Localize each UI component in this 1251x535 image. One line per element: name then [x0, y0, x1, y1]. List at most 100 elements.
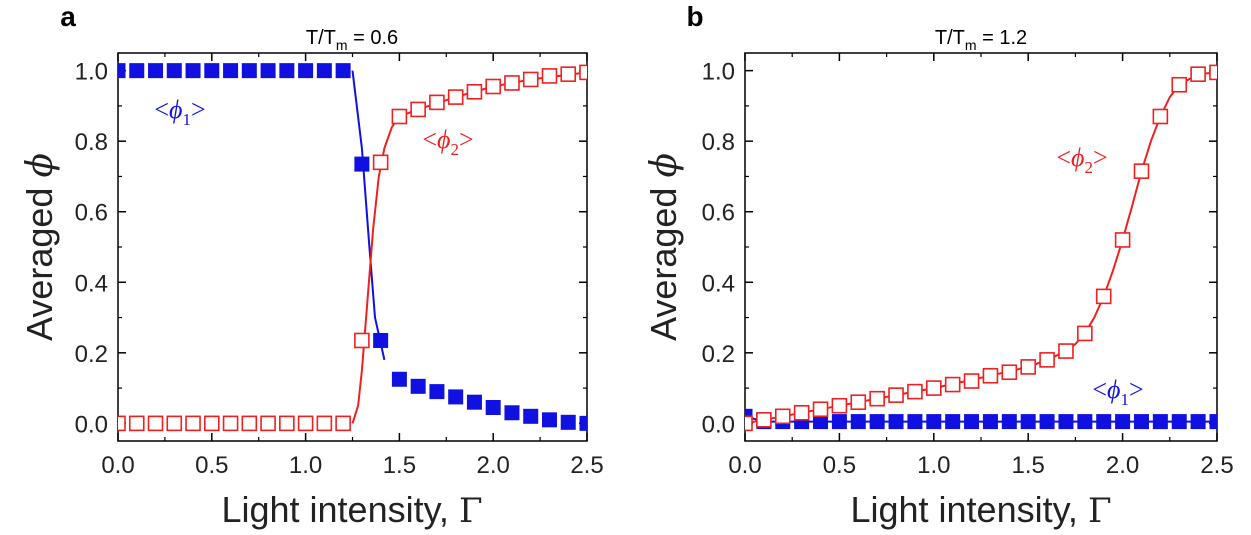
data-point	[831, 414, 847, 430]
data-point	[1114, 232, 1131, 248]
data-point	[241, 415, 258, 432]
data-point	[1115, 414, 1131, 430]
data-point	[410, 101, 426, 118]
data-point	[118, 415, 126, 432]
series-label-symbol: ϕ	[437, 125, 450, 154]
y-tick-label: 0.0	[702, 411, 735, 438]
data-point	[166, 63, 182, 79]
data-point	[869, 390, 885, 407]
title-value: = 0.6	[348, 27, 399, 49]
data-point	[466, 84, 483, 100]
x-axis-label-text: Light intensity,	[850, 489, 1087, 530]
x-tick-label: 2.5	[570, 452, 603, 479]
x-tick-label: 2.0	[1106, 452, 1139, 479]
data-point	[1095, 288, 1112, 305]
x-tick-label: 0.5	[195, 452, 228, 479]
data-point	[335, 415, 351, 432]
x-tick-label: 1.0	[289, 452, 322, 479]
data-point	[429, 94, 445, 111]
y-axis-label-symbol: ϕ	[644, 153, 685, 178]
data-point	[1058, 414, 1074, 430]
data-point	[298, 63, 314, 79]
x-axis-label-text: Light intensity,	[221, 489, 458, 530]
data-point	[850, 414, 866, 430]
data-point	[1039, 352, 1055, 368]
x-tick-label: 1.5	[1012, 452, 1045, 479]
plot-frame	[744, 52, 1218, 442]
data-point	[485, 399, 501, 415]
series-label-subscript: 2	[450, 140, 459, 159]
data-point	[1133, 163, 1150, 179]
data-point	[429, 384, 445, 400]
data-point	[185, 415, 201, 432]
series-label-phi1: <ϕ1>	[154, 95, 205, 129]
data-point	[945, 414, 961, 430]
data-point	[888, 414, 904, 430]
data-point	[1077, 414, 1093, 430]
data-point	[166, 415, 183, 432]
chart-panel-b: 0.0 0.5 1.0 1.5 2.0 2.5 0.0 0.2 0.4 0.6 0.8 1.0 b T/T…	[643, 1, 1234, 531]
data-point	[335, 63, 351, 79]
data-point	[907, 383, 923, 400]
plot-data	[118, 63, 587, 432]
series-phi1	[118, 63, 587, 431]
data-point	[964, 414, 980, 430]
data-point	[523, 408, 539, 424]
series-line	[351, 70, 386, 361]
data-point	[812, 401, 829, 418]
series-label-subscript: 1	[1120, 390, 1129, 409]
x-tick-label: 1.0	[917, 452, 950, 479]
x-axis-label-symbol: Γ	[459, 491, 483, 531]
data-point	[1190, 414, 1206, 430]
x-axis-label: Light intensity, Γ	[221, 489, 482, 531]
y-axis-label-symbol: ϕ	[20, 153, 61, 178]
data-point	[448, 389, 464, 405]
series-line	[745, 71, 1217, 425]
data-point	[944, 376, 961, 393]
series-label-close: >	[1093, 143, 1108, 172]
series-label-close: >	[191, 95, 206, 124]
x-tick-label: 0.0	[101, 452, 134, 479]
data-point	[128, 415, 145, 432]
y-tick-label: 0.4	[75, 270, 108, 297]
data-point	[850, 394, 867, 411]
series-label-open: <	[1092, 375, 1107, 404]
data-point	[148, 63, 164, 79]
series-label-subscript: 2	[1084, 158, 1093, 177]
data-point	[907, 414, 923, 430]
data-point	[372, 154, 389, 171]
data-point	[831, 397, 848, 414]
data-point	[204, 63, 220, 79]
data-point	[541, 68, 558, 84]
series-phi2	[745, 64, 1217, 432]
data-point	[118, 63, 126, 79]
data-point	[391, 371, 407, 387]
y-tick-label: 0.8	[702, 129, 735, 156]
series-label-close: >	[459, 125, 474, 154]
x-tick-label: 1.5	[383, 452, 416, 479]
data-point	[1001, 364, 1018, 381]
data-point	[560, 66, 577, 82]
data-point	[316, 415, 333, 432]
y-tick-label: 1.0	[702, 59, 735, 86]
title-value: = 1.2	[977, 27, 1028, 49]
data-point	[147, 415, 164, 432]
panel-title: T/Tm = 0.6	[306, 27, 398, 53]
x-tick-label: 2.5	[1200, 452, 1233, 479]
data-point	[204, 415, 220, 432]
title-main: T/T	[306, 27, 336, 49]
data-point	[373, 332, 389, 348]
data-point	[745, 415, 753, 432]
data-point	[1152, 414, 1168, 430]
data-point	[982, 414, 998, 430]
series-label-open: <	[422, 125, 437, 154]
data-point	[260, 63, 276, 79]
x-tick-label: 0.5	[823, 452, 856, 479]
x-axis-label-symbol: Γ	[1088, 491, 1112, 531]
series-label-symbol: ϕ	[169, 95, 182, 124]
data-point	[579, 415, 587, 431]
plot-data	[745, 64, 1217, 432]
data-point	[1096, 414, 1112, 430]
data-point	[1133, 414, 1149, 430]
data-point	[888, 387, 904, 403]
